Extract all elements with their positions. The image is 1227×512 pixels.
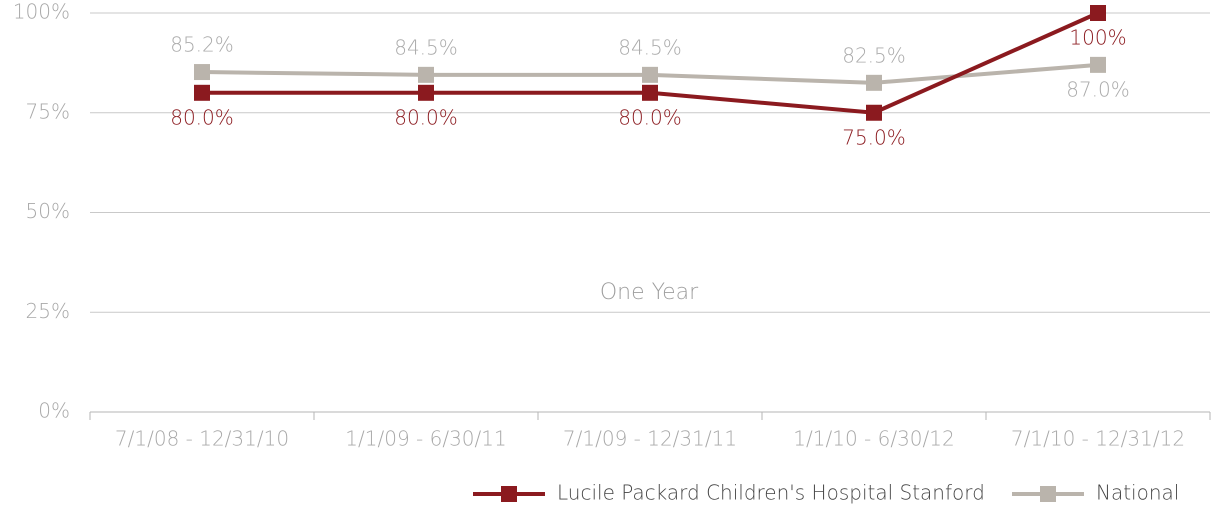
legend-label: National — [1096, 481, 1179, 505]
data-label: 85.2% — [170, 33, 234, 57]
data-label: 80.0% — [618, 105, 682, 129]
marker — [642, 66, 658, 83]
data-label: 75.0% — [842, 125, 906, 149]
data-label: 80.0% — [170, 105, 234, 129]
y-tick-label: 100% — [13, 0, 70, 24]
marker — [194, 64, 210, 81]
x-tick-label: 7/1/09 - 12/31/11 — [563, 427, 737, 451]
data-label: 87.0% — [1066, 77, 1130, 101]
marker — [418, 66, 434, 83]
y-tick-label: 0% — [38, 399, 70, 423]
y-tick-label: 50% — [26, 199, 70, 223]
x-tick-label: 7/1/08 - 12/31/10 — [115, 427, 289, 451]
marker — [642, 84, 658, 101]
annotation: One Year — [600, 280, 699, 305]
data-label: 84.5% — [394, 35, 458, 59]
y-tick-label: 75% — [26, 99, 70, 123]
x-tick-label: 1/1/09 - 6/30/11 — [345, 427, 506, 451]
legend-marker — [501, 486, 517, 502]
legend-label: Lucile Packard Children's Hospital Stanf… — [557, 481, 985, 505]
legend-marker — [1040, 486, 1056, 502]
marker — [1090, 56, 1106, 73]
y-tick-label: 25% — [26, 299, 70, 323]
marker — [866, 74, 882, 91]
data-label: 100% — [1069, 26, 1126, 50]
marker — [194, 84, 210, 101]
data-label: 80.0% — [394, 105, 458, 129]
x-tick-label: 1/1/10 - 6/30/12 — [793, 427, 954, 451]
x-tick-label: 7/1/10 - 12/31/12 — [1011, 427, 1185, 451]
data-label: 84.5% — [618, 35, 682, 59]
marker — [418, 84, 434, 101]
marker — [866, 104, 882, 121]
data-label: 82.5% — [842, 43, 906, 67]
marker — [1090, 5, 1106, 21]
